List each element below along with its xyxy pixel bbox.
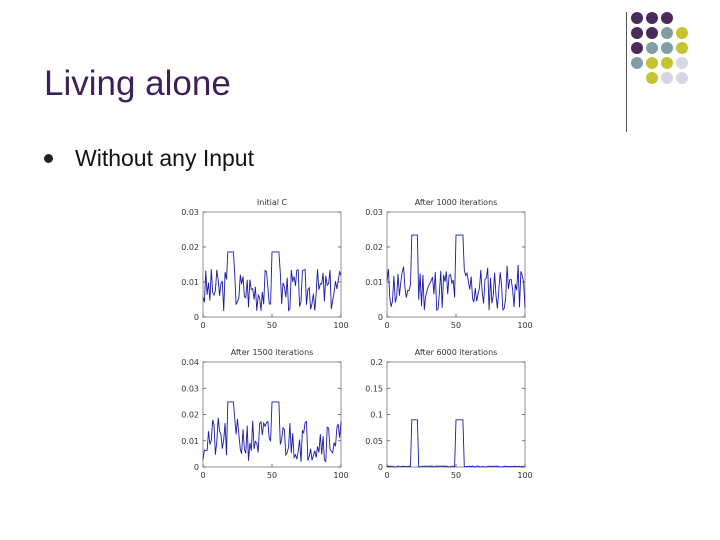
x-tick-label: 50 bbox=[267, 321, 277, 330]
y-tick-label: 0.01 bbox=[181, 278, 199, 287]
y-tick-label: 0.01 bbox=[181, 437, 199, 446]
series-line bbox=[386, 234, 526, 312]
series-line bbox=[202, 251, 342, 312]
y-tick-label: 0 bbox=[194, 463, 199, 472]
chart-frame bbox=[386, 361, 526, 468]
chart-title: After 1500 iterations bbox=[231, 348, 314, 357]
y-tick-label: 0 bbox=[378, 463, 383, 472]
chart-title: Initial C bbox=[257, 198, 288, 207]
decorative-dot-icon bbox=[646, 57, 658, 69]
decorative-dot-icon bbox=[631, 12, 643, 24]
y-tick-label: 0.15 bbox=[365, 384, 383, 393]
y-tick-label: 0 bbox=[378, 313, 383, 322]
bullet-text: Without any Input bbox=[75, 145, 254, 171]
decorative-dot-icon bbox=[676, 27, 688, 39]
y-tick-label: 0.01 bbox=[365, 278, 383, 287]
chart-panel: Initial C 0.03 0.02 0.01 00 50 100 bbox=[181, 198, 348, 330]
decorative-dot-icon bbox=[631, 57, 643, 69]
y-tick-label: 0.03 bbox=[365, 208, 383, 217]
y-tick-label: 0.1 bbox=[370, 411, 383, 420]
x-tick-label: 100 bbox=[517, 471, 532, 480]
decorative-dot-icon bbox=[646, 12, 658, 24]
y-tick-label: 0.02 bbox=[181, 411, 199, 420]
decorative-dot-icon bbox=[646, 27, 658, 39]
y-tick-label: 0.03 bbox=[181, 208, 199, 217]
decorative-divider bbox=[626, 12, 627, 132]
chart-panel: After 6000 iterations 0.2 0.15 0.1 0.05 00 50 1… bbox=[365, 348, 532, 480]
y-tick-label: 0.05 bbox=[365, 437, 383, 446]
decorative-dot-icon bbox=[646, 42, 658, 54]
decorative-dot-icon bbox=[676, 72, 688, 84]
series-line bbox=[386, 419, 526, 468]
chart-panel: After 1000 iterations 0.03 0.02 0.01 00 50 100 bbox=[365, 198, 532, 330]
decorative-dot-icon bbox=[661, 12, 673, 24]
decorative-dot-icon bbox=[631, 42, 643, 54]
decorative-dot-icon bbox=[676, 57, 688, 69]
decorative-dot-icon bbox=[661, 27, 673, 39]
y-tick-label: 0.02 bbox=[365, 243, 383, 252]
bullet-item: Without any Input bbox=[44, 145, 254, 172]
chart-title: After 1000 iterations bbox=[415, 198, 498, 207]
decorative-dot-icon bbox=[661, 72, 673, 84]
x-tick-label: 0 bbox=[200, 471, 205, 480]
decorative-dot-icon bbox=[661, 42, 673, 54]
x-tick-label: 100 bbox=[333, 321, 348, 330]
x-tick-label: 100 bbox=[517, 321, 532, 330]
series-line bbox=[202, 401, 342, 463]
chart-title: After 6000 iterations bbox=[415, 348, 498, 357]
x-tick-label: 0 bbox=[200, 321, 205, 330]
x-tick-label: 50 bbox=[451, 321, 461, 330]
y-tick-label: 0 bbox=[194, 313, 199, 322]
slide-title: Living alone bbox=[44, 64, 231, 103]
chart-panel: After 1500 iterations 0.04 0.03 0.02 0.01 00 5… bbox=[181, 348, 348, 480]
decorative-dot-icon bbox=[646, 72, 658, 84]
x-tick-label: 50 bbox=[267, 471, 277, 480]
bullet-dot-icon bbox=[44, 154, 53, 163]
y-tick-label: 0.03 bbox=[181, 384, 199, 393]
decorative-dot-icon bbox=[631, 27, 643, 39]
x-tick-label: 50 bbox=[451, 471, 461, 480]
y-tick-label: 0.02 bbox=[181, 243, 199, 252]
y-tick-label: 0.2 bbox=[370, 358, 383, 367]
y-tick-label: 0.04 bbox=[181, 358, 199, 367]
decorative-dot-icon bbox=[676, 42, 688, 54]
x-tick-label: 100 bbox=[333, 471, 348, 480]
decorative-dot-icon bbox=[661, 57, 673, 69]
x-tick-label: 0 bbox=[384, 471, 389, 480]
chart-frame bbox=[386, 211, 526, 318]
decorative-dot-grid bbox=[631, 12, 688, 84]
x-tick-label: 0 bbox=[384, 321, 389, 330]
